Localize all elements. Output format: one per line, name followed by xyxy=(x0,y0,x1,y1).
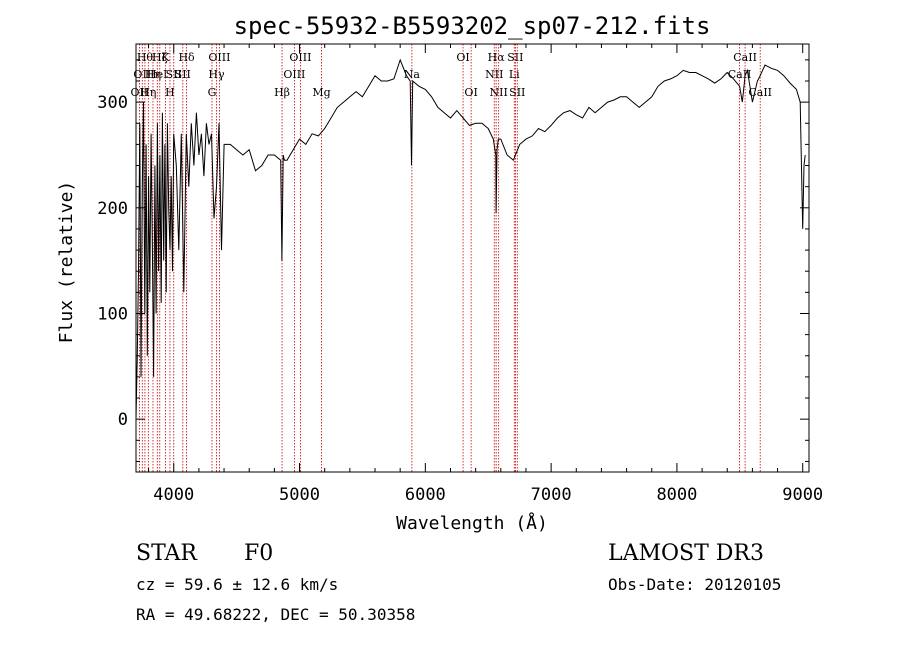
x-tick-label-4: 8000 xyxy=(656,485,697,505)
line-marker-label-24: NII xyxy=(490,86,508,99)
line-marker-label-29: CaII xyxy=(733,51,757,64)
line-marker-label-14: OIII xyxy=(208,51,230,64)
line-marker-label-3: Hη xyxy=(140,86,156,99)
line-marker-label-12: G xyxy=(208,86,217,99)
plot-frame xyxy=(135,43,810,473)
line-marker-label-1: OII xyxy=(133,68,151,81)
line-marker-label-10: SII xyxy=(175,68,191,81)
axes: 4000 5000 6000 7000 8000 9000 0 100 200 300 xyxy=(97,44,823,505)
line-marker-label-17: OIII xyxy=(289,51,311,64)
y-tick-label-1: 100 xyxy=(97,304,128,324)
line-marker-label-6: Hζ xyxy=(152,51,168,64)
chart-title: spec-55932-B5593202_sp07-212.fits xyxy=(234,12,711,40)
line-marker-label-8: H xyxy=(165,86,175,99)
line-marker-label-26: SII xyxy=(507,51,523,64)
line-marker-label-0: OII xyxy=(131,86,149,99)
y-tick-label-3: 300 xyxy=(97,93,128,113)
line-marker-label-27: SII xyxy=(509,86,525,99)
x-tick-label-3: 7000 xyxy=(531,485,572,505)
x-tick-label-2: 6000 xyxy=(405,485,446,505)
redshift-readout: cz = 59.6 ± 12.6 km/s xyxy=(136,575,339,594)
x-tick-label-1: 5000 xyxy=(279,485,320,505)
line-marker-label-21: OI xyxy=(464,86,477,99)
object-subclass: F0 xyxy=(244,541,274,566)
survey-name: LAMOST DR3 xyxy=(608,541,764,566)
line-marker-label-25: Li xyxy=(509,68,520,81)
line-marker-label-9: SII xyxy=(166,68,182,81)
line-marker-label-7: K xyxy=(161,51,170,64)
line-marker-label-15: Hβ xyxy=(274,86,290,99)
line-marker-label-5: HeI xyxy=(147,68,167,81)
line-marker-label-23: Hα xyxy=(488,51,506,64)
line-marker-label-20: OI xyxy=(456,51,469,64)
y-tick-label-0: 0 xyxy=(118,410,128,430)
object-class: STAR xyxy=(136,541,197,566)
spectral-line-markers: OIIOIIHθHηHηHeIHζKHSIISIIHδGHγOIIIHβOIII… xyxy=(131,44,772,472)
observation-date: Obs-Date: 20120105 xyxy=(608,575,782,594)
sky-coordinates: RA = 49.68222, DEC = 50.30358 xyxy=(136,605,416,624)
x-axis-label: Wavelength (Å) xyxy=(396,512,548,534)
line-marker-label-18: Mg xyxy=(312,86,330,99)
line-marker-label-2: Hθ xyxy=(137,51,154,64)
line-marker-label-13: Hγ xyxy=(208,68,225,81)
y-tick-label-2: 200 xyxy=(97,199,128,219)
line-marker-label-22: NII xyxy=(485,68,503,81)
line-marker-label-16: OIII xyxy=(283,68,305,81)
flux-series-line xyxy=(135,58,806,420)
y-axis-label: Flux (relative) xyxy=(56,181,77,344)
x-tick-label-5: 9000 xyxy=(782,485,823,505)
line-marker-label-11: Hδ xyxy=(178,51,195,64)
x-tick-label-0: 4000 xyxy=(153,485,194,505)
